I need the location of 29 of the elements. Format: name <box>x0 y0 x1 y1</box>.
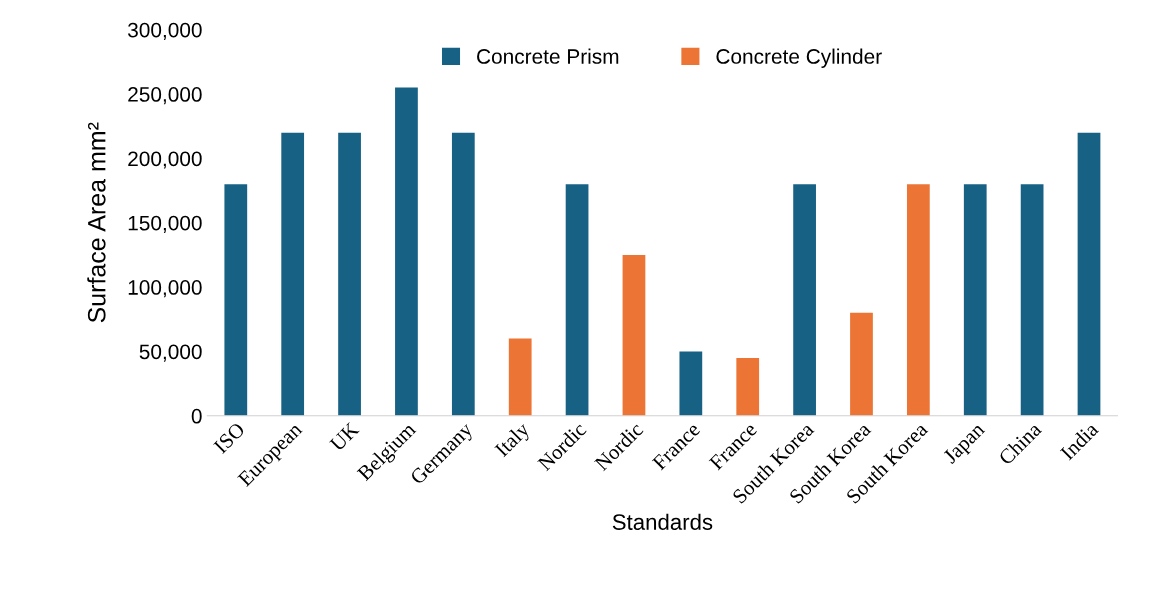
bar <box>338 132 361 416</box>
x-axis-title: Standards <box>612 513 713 530</box>
x-tick-label: India <box>1059 420 1100 461</box>
y-tick-label: 0 <box>191 408 202 424</box>
bar <box>622 254 646 416</box>
y-tick-label: 50,000 <box>139 344 202 362</box>
x-tick-label: Italy <box>493 420 534 461</box>
y-tick-label: 200,000 <box>128 151 202 169</box>
bar <box>224 184 248 416</box>
bar <box>850 312 873 416</box>
bar <box>565 184 589 416</box>
bar <box>963 184 987 416</box>
legend-label: Concrete Prism <box>477 48 619 64</box>
y-tick-label: 150,000 <box>128 215 202 233</box>
bar <box>1020 184 1044 416</box>
bar <box>1077 132 1101 416</box>
y-tick-label: 100,000 <box>128 280 202 298</box>
bar <box>736 357 760 416</box>
y-axis-title: Surface Area mm² <box>87 122 106 323</box>
bar <box>508 338 532 416</box>
bar <box>451 132 475 416</box>
bar <box>679 351 703 416</box>
legend-label: Concrete Cylinder <box>716 48 882 68</box>
y-tick-label: 250,000 <box>128 87 202 105</box>
bar <box>281 132 305 416</box>
bar <box>906 184 930 416</box>
bar <box>793 184 816 416</box>
bar <box>395 87 418 416</box>
y-tick-label: 300,000 <box>127 22 202 40</box>
